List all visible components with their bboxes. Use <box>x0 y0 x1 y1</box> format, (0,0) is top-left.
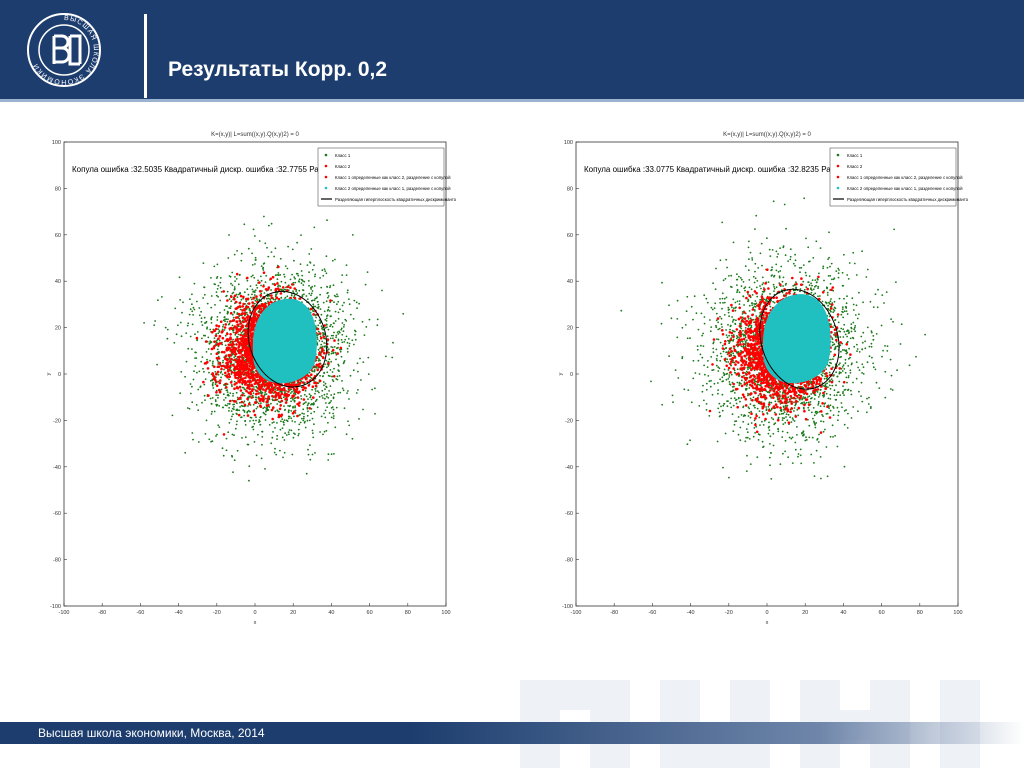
y-tick-label: -60 <box>53 511 61 517</box>
legend-entry: Класс 1 определенные как класс 2, раздел… <box>847 175 963 180</box>
x-tick-label: -100 <box>58 610 69 616</box>
y-tick-label: -100 <box>50 604 61 610</box>
page-title: Результаты Корр. 0,2 <box>168 58 388 81</box>
y-tick-label: 40 <box>567 279 573 285</box>
y-tick-label: 100 <box>52 140 61 146</box>
hse-logo-icon: ВЫСШАЯ ШКОЛА ЭКОНОМИКИ <box>27 13 101 87</box>
footer-text: Высшая школа экономики, Москва, 2014 <box>38 726 265 740</box>
legend-marker <box>836 186 840 190</box>
legend-marker <box>324 164 328 168</box>
x-tick-label: -100 <box>570 610 581 616</box>
legend-entry: Класс 2 <box>335 164 351 169</box>
legend-entry: Класс 2 определенные как класс 1, раздел… <box>847 186 963 191</box>
x-tick-label: 60 <box>879 610 885 616</box>
header-divider <box>144 14 147 98</box>
x-tick-label: 100 <box>441 610 450 616</box>
y-tick-label: -20 <box>565 418 573 424</box>
x-tick-label: -20 <box>725 610 733 616</box>
y-tick-label: -80 <box>53 558 61 564</box>
legend-box <box>829 147 957 207</box>
x-tick-label: 0 <box>253 610 256 616</box>
scatter-chart-right: K=(x,y)| L=sum((x,y).Q(x,y)2) = 0 -100 -80… <box>548 122 968 632</box>
hyperplane-curve <box>759 288 840 390</box>
y-tick-label: -40 <box>565 465 573 471</box>
series-class2-as-class1 <box>252 298 317 384</box>
y-tick-label: 40 <box>55 279 61 285</box>
legend-entry: Разделяющая гиперплоскость квадратичных … <box>847 197 968 202</box>
x-axis-label: x <box>766 620 769 626</box>
legend-marker <box>324 186 328 190</box>
chart-title: K=(x,y)| L=sum((x,y).Q(x,y)2) = 0 <box>723 132 811 138</box>
y-axis-label: y <box>46 372 52 375</box>
x-tick-label: -40 <box>687 610 695 616</box>
legend-marker <box>836 164 840 168</box>
y-tick-label: 20 <box>567 326 573 332</box>
x-tick-label: -80 <box>98 610 106 616</box>
chart-svg: K=(x,y)| L=sum((x,y).Q(x,y)2) = 0 -100 -80… <box>46 132 456 626</box>
error-annotation: Копула ошибка :33.0775 Квадратичный диск… <box>584 165 869 174</box>
x-tick-label: 100 <box>953 610 962 616</box>
legend-entry: Класс 1 <box>847 153 863 158</box>
y-tick-label: -80 <box>565 558 573 564</box>
y-tick-label: 80 <box>567 186 573 192</box>
error-annotation: Копула ошибка :32.5035 Квадратичный диск… <box>72 165 354 174</box>
legend-entry: Класс 1 <box>335 153 351 158</box>
x-tick-label: 40 <box>328 610 334 616</box>
y-tick-label: 0 <box>570 372 573 378</box>
y-tick-label: 60 <box>55 233 61 239</box>
hyperplane-curve <box>247 290 328 388</box>
x-tick-label: 80 <box>917 610 923 616</box>
y-tick-label: 80 <box>55 186 61 192</box>
x-tick-label: -80 <box>610 610 618 616</box>
y-tick-label: 20 <box>55 326 61 332</box>
legend-entry: Класс 2 <box>847 164 863 169</box>
x-tick-label: -60 <box>648 610 656 616</box>
y-axis-label: y <box>558 372 564 375</box>
y-tick-label: -20 <box>53 418 61 424</box>
legend-entry: Класс 2 определенные как класс 1, раздел… <box>335 186 451 191</box>
header-underline <box>0 99 1024 102</box>
legend-marker <box>836 153 840 157</box>
x-tick-label: 60 <box>367 610 373 616</box>
chart-svg: K=(x,y)| L=sum((x,y).Q(x,y)2) = 0 -100 -80… <box>558 132 968 626</box>
x-tick-label: 80 <box>405 610 411 616</box>
legend-box <box>317 147 445 207</box>
x-tick-label: -60 <box>136 610 144 616</box>
footer-bar: Высшая школа экономики, Москва, 2014 <box>0 722 1024 744</box>
header-bar: ВЫСШАЯ ШКОЛА ЭКОНОМИКИ Результаты Корр. … <box>0 0 1024 100</box>
x-axis-label: x <box>254 620 257 626</box>
y-tick-label: -40 <box>53 465 61 471</box>
y-tick-label: -60 <box>565 511 573 517</box>
scatter-chart-left: K=(x,y)| L=sum((x,y).Q(x,y)2) = 0 -100 -80… <box>36 122 456 632</box>
x-tick-label: -40 <box>175 610 183 616</box>
y-tick-label: 60 <box>567 233 573 239</box>
series-class2-as-class1 <box>763 294 831 384</box>
chart-title: K=(x,y)| L=sum((x,y).Q(x,y)2) = 0 <box>211 132 299 138</box>
x-tick-label: 40 <box>840 610 846 616</box>
legend-entry: Класс 1 определенные как класс 2, раздел… <box>335 175 451 180</box>
y-tick-label: 100 <box>564 140 573 146</box>
legend-marker <box>324 153 328 157</box>
y-tick-label: 0 <box>58 372 61 378</box>
x-tick-label: 20 <box>290 610 296 616</box>
x-tick-label: 20 <box>802 610 808 616</box>
x-tick-label: 0 <box>765 610 768 616</box>
legend-marker <box>324 175 328 179</box>
hse-watermark-icon <box>520 680 980 768</box>
legend-marker <box>836 175 840 179</box>
x-tick-label: -20 <box>213 610 221 616</box>
legend-entry: Разделяющая гиперплоскость квадратичных … <box>335 197 456 202</box>
y-tick-label: -100 <box>562 604 573 610</box>
